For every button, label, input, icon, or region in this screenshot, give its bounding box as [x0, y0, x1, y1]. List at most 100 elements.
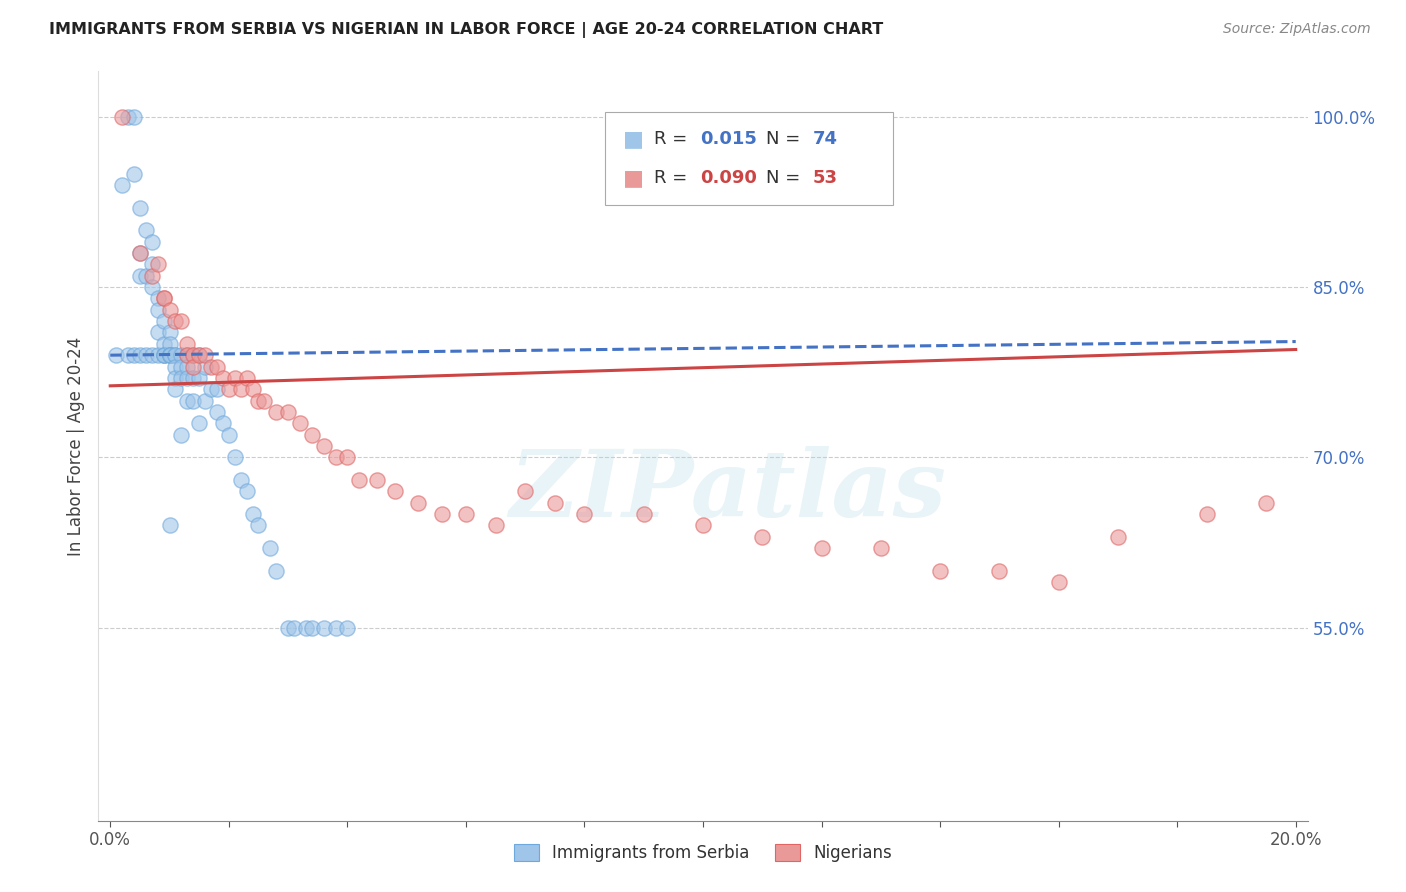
Legend: Immigrants from Serbia, Nigerians: Immigrants from Serbia, Nigerians	[508, 837, 898, 869]
Point	[301, 621, 323, 635]
Point	[122, 110, 145, 124]
Point	[165, 348, 187, 362]
Point	[212, 417, 235, 431]
Point	[129, 268, 152, 283]
Point	[141, 280, 163, 294]
Point	[141, 268, 163, 283]
Point	[165, 382, 187, 396]
Point	[283, 621, 305, 635]
Point	[242, 507, 264, 521]
Point	[277, 621, 299, 635]
Point	[176, 359, 198, 374]
Point	[1047, 575, 1070, 590]
Point	[432, 507, 454, 521]
Point	[259, 541, 281, 556]
Point	[336, 621, 359, 635]
Point	[111, 110, 134, 124]
Point	[176, 371, 198, 385]
Point	[929, 564, 952, 578]
Point	[170, 359, 193, 374]
Point	[181, 348, 204, 362]
Point	[633, 507, 655, 521]
Point	[159, 348, 181, 362]
Text: ■: ■	[623, 168, 644, 188]
Point	[152, 292, 174, 306]
Point	[188, 348, 211, 362]
Point	[301, 427, 323, 442]
Point	[129, 246, 152, 260]
Text: N =: N =	[766, 130, 800, 148]
Point	[122, 348, 145, 362]
Point	[347, 473, 370, 487]
Point	[288, 417, 311, 431]
Point	[212, 371, 235, 385]
Point	[544, 496, 567, 510]
Point	[194, 393, 217, 408]
Point	[165, 314, 187, 328]
Point	[159, 336, 181, 351]
Point	[247, 393, 270, 408]
Point	[176, 348, 198, 362]
Text: Source: ZipAtlas.com: Source: ZipAtlas.com	[1223, 22, 1371, 37]
Point	[152, 348, 174, 362]
Point	[235, 484, 257, 499]
Point	[515, 484, 537, 499]
Point	[194, 359, 217, 374]
Point	[264, 405, 287, 419]
Point	[325, 450, 347, 465]
Point	[188, 348, 211, 362]
Point	[188, 417, 211, 431]
Text: R =: R =	[654, 169, 688, 186]
Point	[218, 382, 240, 396]
Point	[152, 314, 174, 328]
Point	[159, 326, 181, 340]
Point	[188, 371, 211, 385]
Point	[1195, 507, 1218, 521]
Point	[141, 257, 163, 271]
Point	[253, 393, 276, 408]
Point	[176, 393, 198, 408]
Point	[122, 167, 145, 181]
Point	[295, 621, 318, 635]
Point	[242, 382, 264, 396]
Point	[751, 530, 773, 544]
Point	[170, 348, 193, 362]
Text: R =: R =	[654, 130, 688, 148]
Point	[200, 382, 222, 396]
Point	[224, 450, 246, 465]
Point	[152, 336, 174, 351]
Point	[988, 564, 1011, 578]
Point	[170, 314, 193, 328]
Point	[194, 348, 217, 362]
Point	[165, 359, 187, 374]
Point	[692, 518, 714, 533]
Point	[129, 246, 152, 260]
Point	[159, 348, 181, 362]
Point	[1254, 496, 1277, 510]
Point	[205, 405, 228, 419]
Point	[159, 348, 181, 362]
Point	[181, 393, 204, 408]
Point	[312, 621, 335, 635]
Text: N =: N =	[766, 169, 800, 186]
Point	[159, 302, 181, 317]
Text: 74: 74	[813, 130, 838, 148]
Point	[135, 348, 157, 362]
Point	[312, 439, 335, 453]
Text: ■: ■	[623, 128, 644, 149]
Point	[159, 518, 181, 533]
Point	[152, 292, 174, 306]
Point	[146, 302, 169, 317]
Point	[200, 359, 222, 374]
Point	[277, 405, 299, 419]
Point	[181, 359, 204, 374]
Point	[159, 348, 181, 362]
Point	[366, 473, 388, 487]
Point	[141, 348, 163, 362]
Point	[235, 371, 257, 385]
Point	[869, 541, 891, 556]
Point	[247, 518, 270, 533]
Point	[229, 473, 252, 487]
Point	[146, 292, 169, 306]
Point	[205, 359, 228, 374]
